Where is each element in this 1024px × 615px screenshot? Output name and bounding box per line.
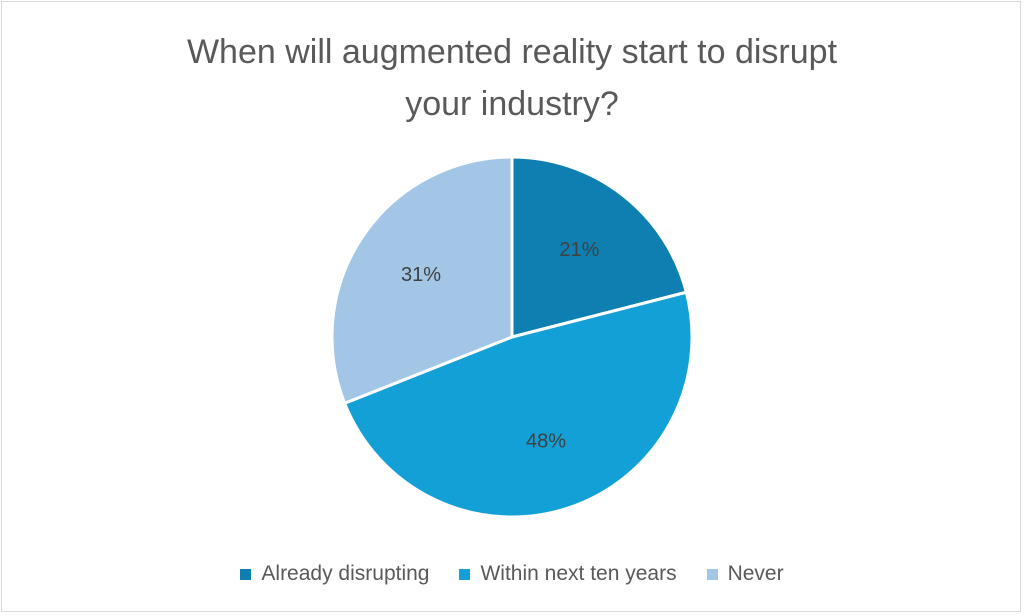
data-label-already-disrupting: 21% (559, 239, 599, 261)
legend-swatch-within-next-ten-years (459, 568, 471, 580)
legend-label-already-disrupting: Already disrupting (261, 562, 430, 585)
chart-title: When will augmented reality start to dis… (0, 26, 1024, 130)
legend-label-within-next-ten-years: Within next ten years (480, 562, 677, 585)
pie-slice-already-disrupting (510, 155, 688, 339)
legend-item-never: Never (706, 562, 784, 586)
data-label-never: 31% (401, 264, 441, 286)
pie-slice-never (330, 155, 514, 405)
legend-swatch-already-disrupting (240, 568, 252, 580)
pie-slice-within-next-ten-years (343, 290, 694, 519)
legend: Already disrupting Within next ten years N… (0, 558, 1024, 590)
chart-title-line-2: your industry? (405, 85, 619, 123)
legend-item-within-next-ten-years: Within next ten years (459, 562, 677, 586)
legend-swatch-never (706, 568, 718, 580)
legend-item-already-disrupting: Already disrupting (240, 562, 429, 586)
data-label-within-next-ten-years: 48% (526, 431, 566, 453)
chart-title-line-1: When will augmented reality start to dis… (186, 33, 838, 71)
legend-label-never: Never (727, 562, 784, 585)
